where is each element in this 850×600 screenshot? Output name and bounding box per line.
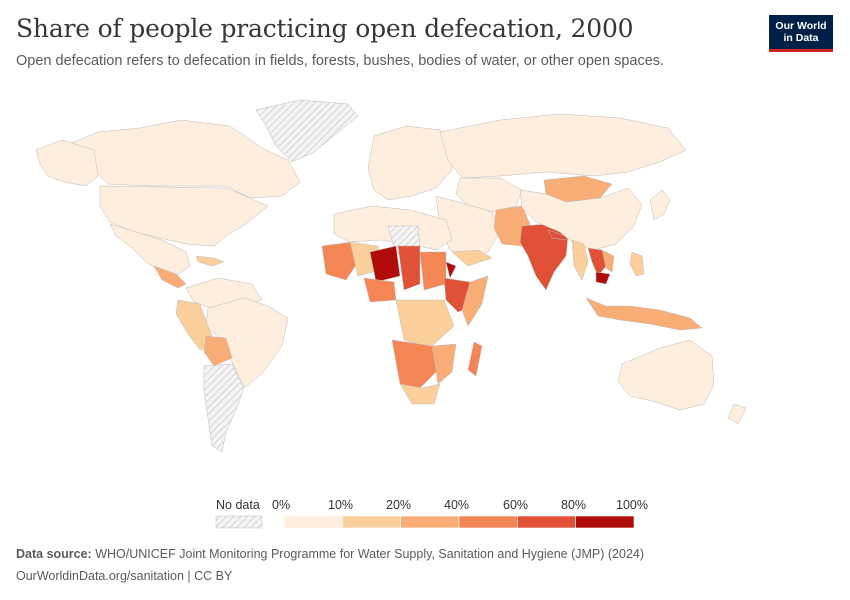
region-central-america[interactable] (153, 265, 187, 289)
region-europe[interactable] (367, 125, 453, 201)
region-australia[interactable] (617, 339, 715, 411)
region-canada[interactable] (59, 119, 301, 199)
legend-no-data-label: No data (216, 498, 260, 512)
chart-title: Share of people practicing open defecati… (16, 14, 634, 43)
legend-tick-3: 40% (444, 498, 470, 512)
legend-bin-4[interactable] (517, 515, 576, 529)
data-source-label: Data source: (16, 547, 92, 561)
credit-link[interactable]: OurWorldinData.org/sanitation | CC BY (16, 569, 233, 583)
region-chad[interactable] (397, 245, 421, 291)
region-yemen[interactable] (451, 249, 493, 267)
region-philippines[interactable] (629, 251, 645, 277)
legend-tick-5: 80% (561, 498, 587, 512)
legend-tick-6: 100% (616, 498, 648, 512)
data-source-text: WHO/UNICEF Joint Monitoring Programme fo… (95, 547, 645, 561)
region-southern-africa[interactable] (399, 383, 441, 405)
region-russia[interactable] (439, 113, 687, 179)
region-caribbean[interactable] (195, 255, 225, 267)
region-myanmar[interactable] (571, 239, 589, 281)
legend-tick-2: 20% (386, 498, 412, 512)
legend-bin-3[interactable] (458, 515, 518, 529)
region-laos-cambodia[interactable] (587, 247, 607, 277)
legend-tick-4: 60% (503, 498, 529, 512)
chart-subtitle: Open defecation refers to defecation in … (16, 53, 665, 69)
legend-bin-1[interactable] (342, 515, 401, 529)
region-cambodia[interactable] (595, 271, 611, 285)
legend-bin-2[interactable] (400, 515, 460, 529)
region-madagascar[interactable] (467, 341, 483, 377)
region-eritrea[interactable] (445, 261, 457, 279)
region-bolivia[interactable] (203, 335, 233, 367)
region-new-zealand[interactable] (727, 403, 747, 425)
legend-no-data-swatch (215, 515, 263, 529)
region-brazil[interactable] (205, 297, 289, 389)
region-angola-zambia[interactable] (391, 339, 441, 389)
region-nepal[interactable] (547, 229, 569, 241)
region-central-africa[interactable] (395, 299, 455, 349)
region-indonesia[interactable] (585, 297, 703, 331)
region-usa[interactable] (99, 185, 269, 247)
region-somalia[interactable] (461, 275, 489, 327)
region-west-africa-coast[interactable] (321, 241, 359, 281)
legend-bin-5[interactable] (575, 515, 635, 529)
region-china[interactable] (519, 187, 643, 251)
region-southern-cone[interactable] (203, 363, 245, 453)
owid-logo[interactable]: Our World in Data (769, 15, 833, 52)
world-map (35, 99, 747, 453)
region-vietnam[interactable] (601, 249, 615, 273)
region-greenland[interactable] (255, 99, 359, 163)
legend-tick-1: 10% (328, 498, 354, 512)
logo-line-2: in Data (783, 32, 819, 44)
region-alaska[interactable] (35, 139, 99, 187)
data-source: Data source: WHO/UNICEF Joint Monitoring… (16, 547, 644, 561)
region-niger[interactable] (369, 245, 401, 283)
legend-tick-0: 0% (272, 498, 291, 512)
legend-bin-0[interactable] (283, 515, 343, 529)
logo-line-1: Our World (775, 20, 827, 32)
region-japan[interactable] (649, 189, 671, 221)
region-mozambique[interactable] (431, 343, 457, 385)
